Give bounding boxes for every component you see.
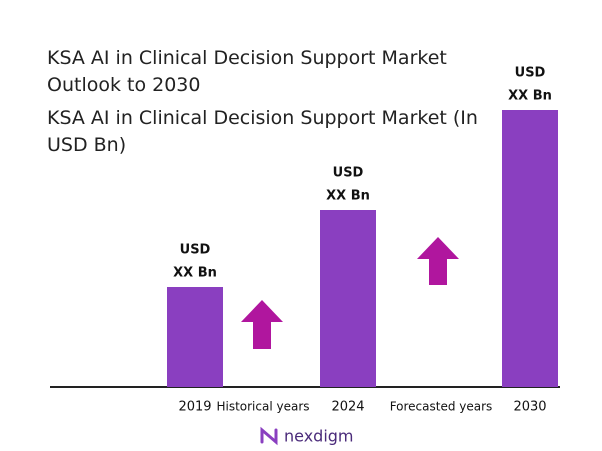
up-arrow [417,237,459,285]
value-label: XX Bn [508,89,552,104]
logo: nexdigm [284,427,354,446]
bar [167,287,223,387]
chart-title: KSA AI in Clinical Decision Support Mark… [47,47,447,96]
value-label: USD [180,243,211,258]
annotation: Historical years [216,400,309,414]
value-label: XX Bn [173,266,217,281]
up-arrow [241,300,283,349]
bar [320,210,376,387]
x-tick-label: 2019 [178,400,211,415]
x-tick-label: 2024 [331,400,364,415]
value-label: USD [515,66,546,81]
chart-subtitle: KSA AI in Clinical Decision Support Mark… [47,107,478,156]
annotation: Forecasted years [390,400,493,414]
bar [502,110,558,387]
value-label: XX Bn [326,189,370,204]
logo-icon [260,426,278,446]
value-label: USD [333,166,364,181]
x-tick-label: 2030 [513,400,546,415]
